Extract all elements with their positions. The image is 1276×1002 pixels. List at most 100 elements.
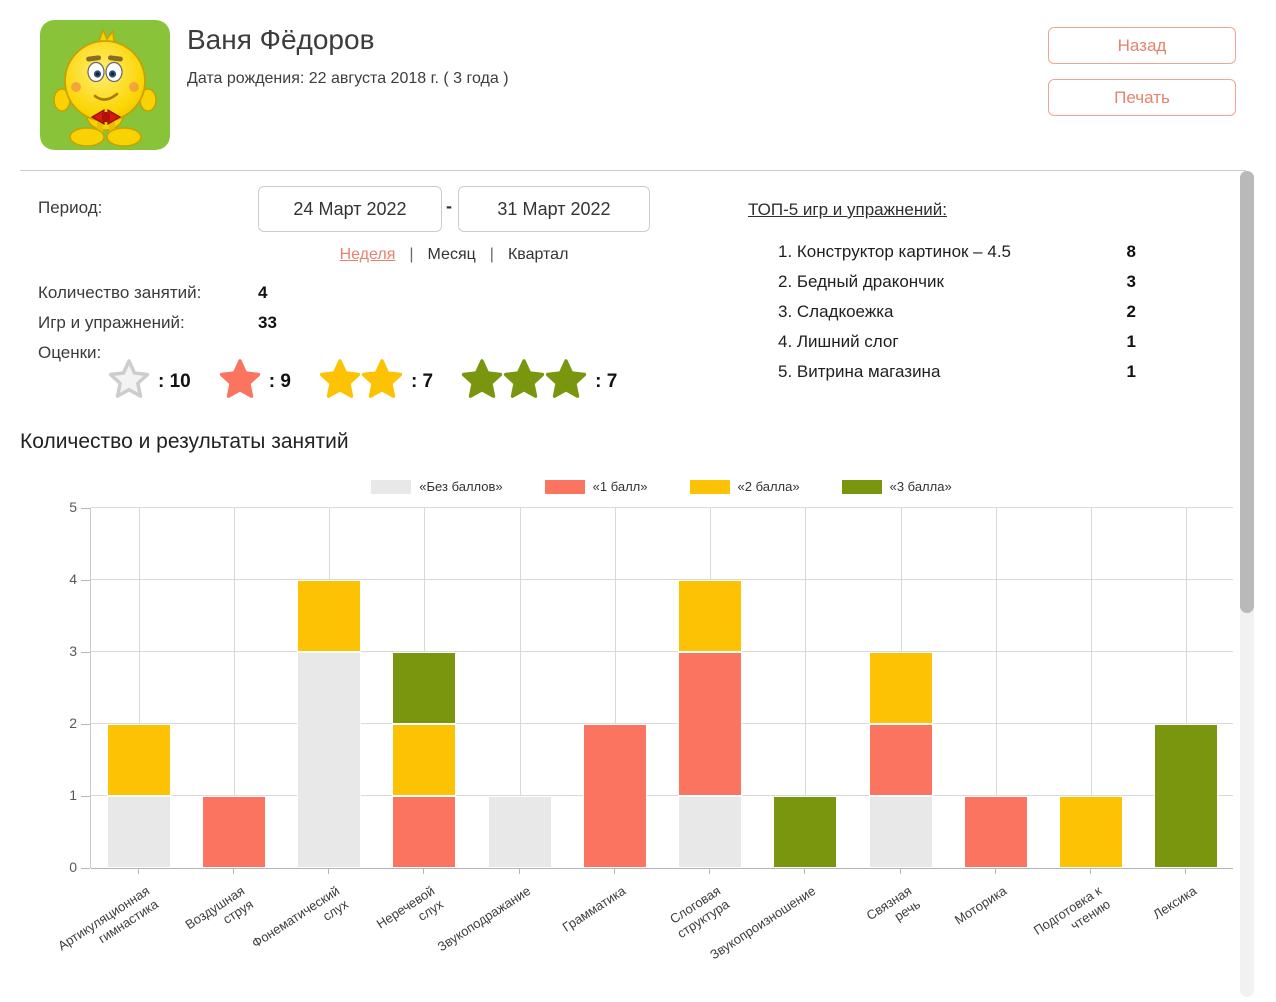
marks-label: Оценки:: [38, 343, 102, 362]
gridline-y-3: [91, 651, 1233, 652]
y-axis-label: 0: [69, 859, 77, 875]
top5-panel: ТОП-5 игр и упражнений: 1. Конструктор к…: [748, 200, 1136, 387]
bar-segment: [678, 652, 743, 796]
period-tabs: Неделя | Месяц | Квартал: [258, 246, 650, 264]
x-axis-tick: [232, 868, 234, 874]
star-icon: [545, 358, 587, 405]
bar-segment: [392, 652, 457, 724]
x-axis-tick: [994, 868, 996, 874]
bar-segment: [868, 724, 933, 796]
top5-item: 5. Витрина магазина 1: [748, 357, 1136, 387]
x-axis-tick: [1090, 868, 1092, 874]
x-axis-tick: [709, 868, 711, 874]
top5-item-name: 1. Конструктор картинок – 4.5: [778, 242, 1011, 261]
mark-count: : 9: [268, 370, 291, 392]
tab-month[interactable]: Месяц: [427, 246, 476, 263]
bar-segment: [201, 796, 266, 868]
marks-summary: : 10: 9: 7: 7: [108, 358, 645, 405]
y-axis-label: 4: [69, 571, 77, 587]
star-icon: [108, 358, 150, 405]
bar-segment: [773, 796, 838, 868]
bar-segment: [392, 796, 457, 868]
period-label: Период:: [38, 198, 103, 217]
y-axis-label: 5: [69, 499, 77, 515]
legend-item[interactable]: «Без баллов»: [371, 479, 503, 494]
gridline-x: [233, 508, 235, 868]
legend-swatch-icon: [371, 479, 412, 494]
top5-item: 3. Сладкоежка 2: [748, 297, 1136, 327]
print-button[interactable]: Печать: [1048, 79, 1236, 116]
x-axis-tick: [328, 868, 330, 874]
gridline-x: [1091, 508, 1093, 868]
y-axis-tick: [81, 508, 90, 509]
legend-swatch-icon: [689, 479, 730, 494]
tab-quarter[interactable]: Квартал: [507, 246, 569, 263]
legend-label: «3 балла»: [889, 479, 952, 494]
birth-date-text: Дата рождения: 22 августа 2018 г. ( 3 го…: [187, 70, 509, 87]
tab-separator: |: [489, 246, 494, 263]
y-axis-label: 3: [69, 643, 77, 659]
gridline-y-2: [91, 723, 1233, 724]
y-axis-label: 1: [69, 787, 77, 803]
top5-item-count: 8: [1126, 242, 1136, 261]
top5-item: 2. Бедный дракончик 3: [748, 267, 1136, 297]
star-icon: [361, 358, 403, 405]
legend-label: «1 балл»: [592, 479, 648, 494]
tab-week[interactable]: Неделя: [339, 246, 396, 263]
top5-item: 1. Конструктор картинок – 4.5 8: [748, 237, 1136, 267]
bar-segment: [1154, 724, 1219, 868]
top5-item-name: 2. Бедный дракончик: [778, 272, 944, 291]
mark-group-no-score: : 10: [108, 358, 191, 405]
legend-item[interactable]: «2 балла»: [689, 479, 800, 494]
bar-segment: [297, 580, 362, 652]
top5-title: ТОП-5 игр и упражнений:: [748, 200, 947, 219]
y-axis-tick: [81, 724, 90, 725]
lessons-count-value: 4: [258, 283, 268, 302]
chart-plot-area: [90, 507, 1233, 869]
gridline-x: [995, 508, 997, 868]
chart-legend: «Без баллов» «1 балл» «2 балла» «3 балла»: [90, 479, 1233, 494]
y-axis-tick: [81, 652, 90, 653]
stacked-bar-chart: 5 4 3 2 1 0 Артикуляционная гимнастика Воздушная…: [0, 499, 1256, 1002]
star-icon: [219, 358, 261, 405]
x-axis-tick: [137, 868, 139, 874]
legend-item[interactable]: «1 балл»: [544, 479, 648, 494]
bar-segment: [392, 724, 457, 796]
bar-segment: [106, 724, 171, 796]
legend-item[interactable]: «3 балла»: [841, 479, 952, 494]
legend-swatch-icon: [841, 479, 882, 494]
games-count-value: 33: [258, 313, 277, 332]
header-divider: [20, 170, 1246, 171]
date-to-input[interactable]: 31 Март 2022: [458, 186, 650, 232]
bar-segment: [678, 796, 743, 868]
date-range-dash: -: [446, 196, 452, 216]
x-axis-tick: [804, 868, 806, 874]
legend-label: «Без баллов»: [419, 479, 503, 494]
bar-segment: [1059, 796, 1124, 868]
x-axis-tick: [1185, 868, 1187, 874]
mark-group-three-points: : 7: [461, 358, 617, 405]
gridline-y-5: [91, 507, 1233, 508]
bar-segment: [963, 796, 1028, 868]
bar-segment: [868, 652, 933, 724]
mark-group-one-point: : 9: [219, 358, 291, 405]
gridline-x: [519, 508, 521, 868]
top5-item-name: 5. Витрина магазина: [778, 362, 941, 381]
bar-segment: [487, 796, 552, 868]
vertical-scrollbar-thumb[interactable]: [1240, 171, 1254, 613]
bar-segment: [297, 652, 362, 868]
top5-item-count: 1: [1126, 362, 1136, 381]
gridline-x: [805, 508, 807, 868]
bar-segment: [868, 796, 933, 868]
top5-item-count: 3: [1126, 272, 1136, 291]
top5-item-count: 1: [1126, 332, 1136, 351]
date-from-input[interactable]: 24 Март 2022: [258, 186, 442, 232]
back-button[interactable]: Назад: [1048, 27, 1236, 64]
x-axis-tick: [423, 868, 425, 874]
mark-count: : 7: [595, 370, 618, 392]
y-axis-label: 2: [69, 715, 77, 731]
legend-swatch-icon: [544, 479, 585, 494]
gridline-x: [138, 508, 140, 868]
top5-item-name: 3. Сладкоежка: [778, 302, 894, 321]
star-icon: [461, 358, 503, 405]
